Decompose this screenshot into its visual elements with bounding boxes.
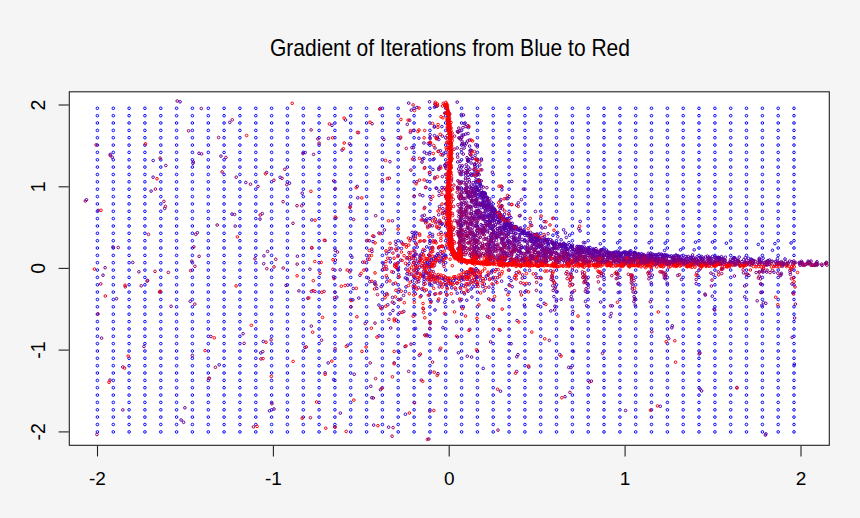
svg-text:0: 0 — [27, 263, 49, 274]
svg-text:-2: -2 — [89, 468, 106, 489]
svg-text:-1: -1 — [265, 468, 282, 489]
svg-text:1: 1 — [27, 181, 49, 192]
svg-text:1: 1 — [620, 468, 631, 489]
svg-text:2: 2 — [796, 468, 807, 489]
svg-text:0: 0 — [444, 468, 455, 489]
svg-text:2: 2 — [27, 100, 49, 111]
svg-text:-1: -1 — [27, 341, 49, 358]
svg-text:-2: -2 — [27, 423, 49, 440]
svg-text:Gradient of Iterations from Bl: Gradient of Iterations from Blue to Red — [270, 34, 630, 61]
